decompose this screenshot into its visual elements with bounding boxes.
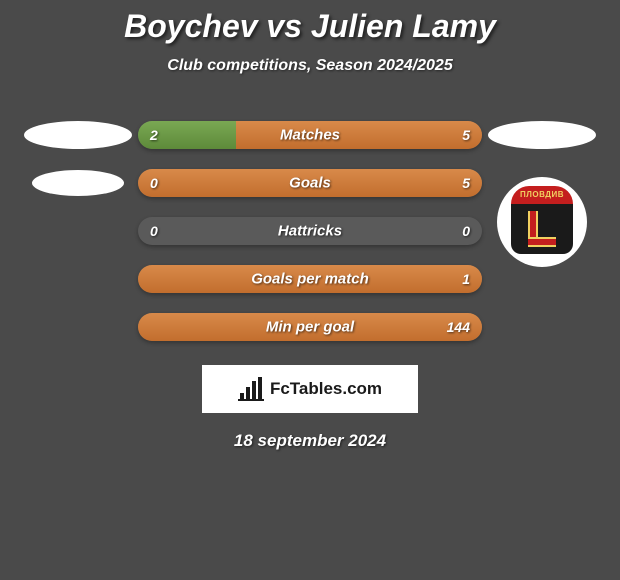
ellipse-icon [32,170,124,196]
player-right-badge [482,121,602,149]
stat-right-value: 0 [462,223,470,239]
subtitle: Club competitions, Season 2024/2025 [0,57,620,75]
bar-chart-icon [238,377,264,401]
stat-bar-gpm: Goals per match 1 [138,265,482,293]
stat-row: Min per goal 144 [0,305,620,349]
footer-brand-text: FcTables.com [270,379,382,399]
crest-top-text: ПЛОВДИВ [511,186,573,204]
club-crest-icon: ПЛОВДИВ [497,177,587,267]
stat-bar-goals: 0 Goals 5 [138,169,482,197]
ellipse-icon [24,121,132,149]
stat-bar-matches: 2 Matches 5 [138,121,482,149]
stat-row: 0 Goals 5 ПЛОВДИВ [0,161,620,205]
stat-right-value: 5 [462,127,470,143]
stat-right-value: 144 [447,319,470,335]
page-title: Boychev vs Julien Lamy [0,8,620,45]
stat-label: Goals per match [138,271,482,288]
ellipse-icon [488,121,596,149]
stat-label: Matches [138,127,482,144]
stat-row: 2 Matches 5 [0,113,620,157]
player-left-badge [18,121,138,149]
stat-label: Hattricks [138,223,482,240]
stat-right-value: 5 [462,175,470,191]
stat-bar-hattricks: 0 Hattricks 0 [138,217,482,245]
date-text: 18 september 2024 [0,431,620,451]
stat-label: Min per goal [138,319,482,336]
crest-letter-icon [526,211,558,247]
stat-label: Goals [138,175,482,192]
player-left-club-badge [18,170,138,196]
footer-brand-box: FcTables.com [202,365,418,413]
stat-right-value: 1 [462,271,470,287]
stat-bar-mpg: Min per goal 144 [138,313,482,341]
